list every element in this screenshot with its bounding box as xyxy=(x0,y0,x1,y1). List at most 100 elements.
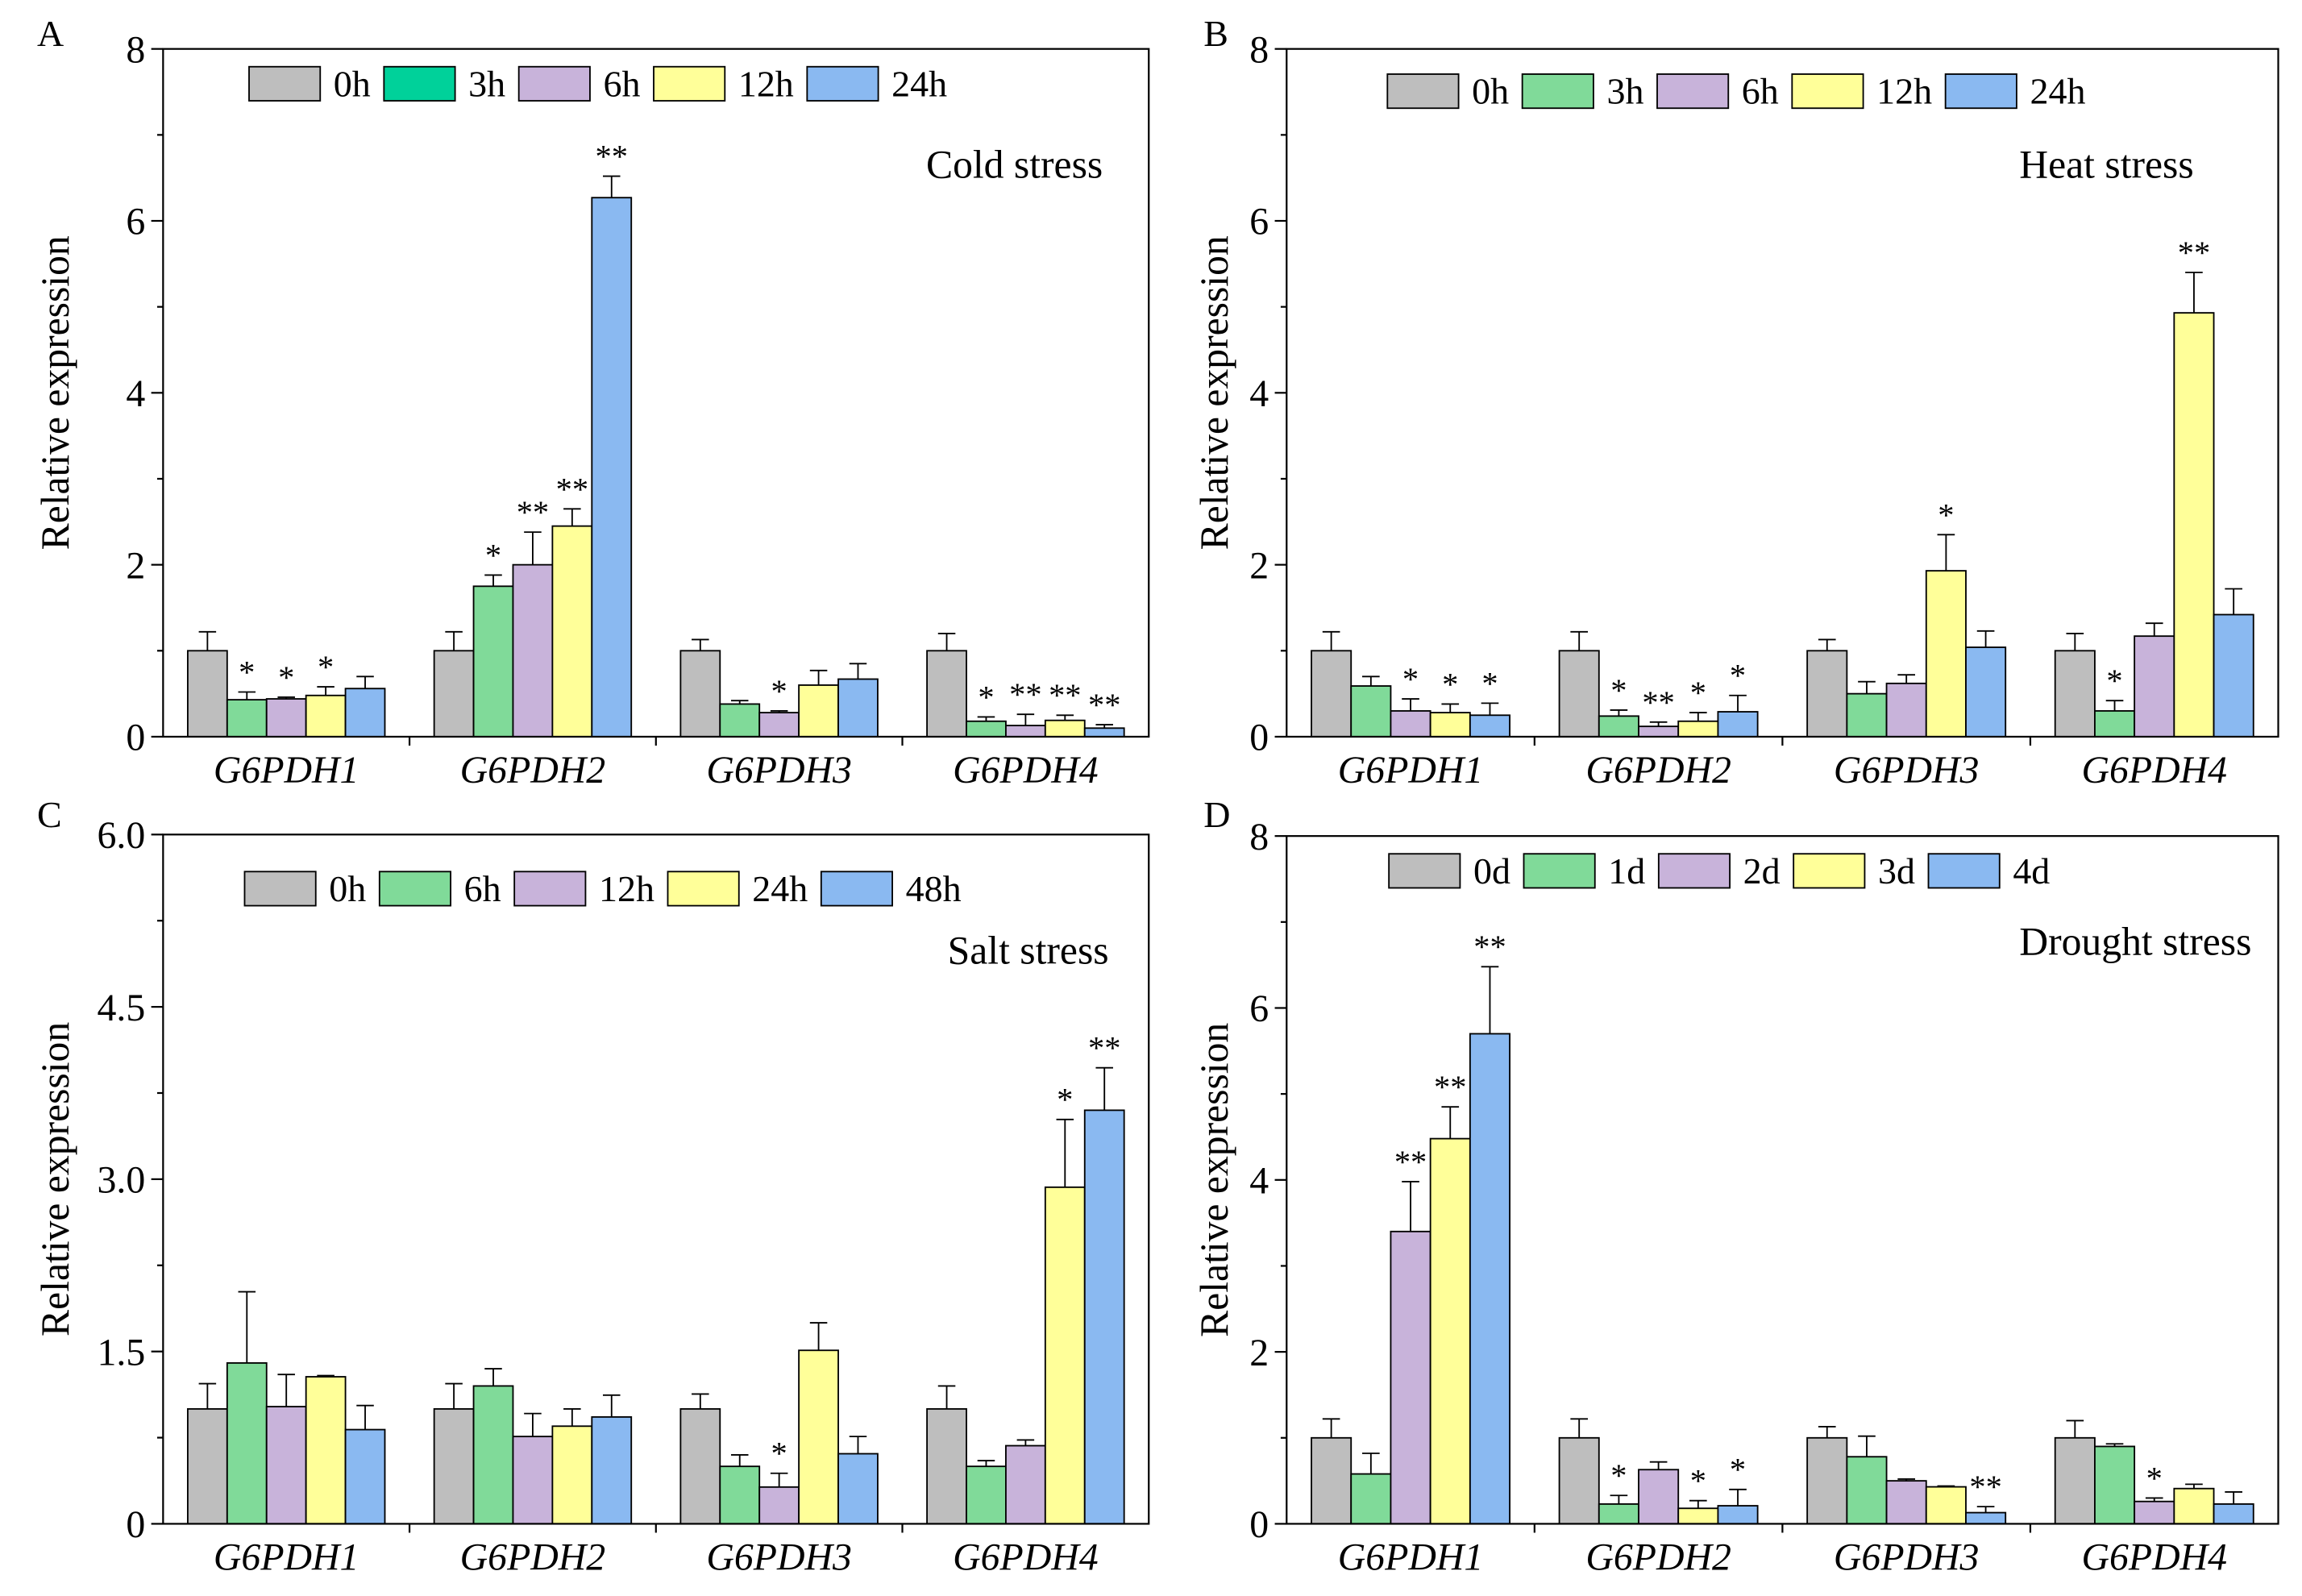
legend-swatch-0h xyxy=(1386,73,1460,110)
bar-g6pdh3-12h xyxy=(798,684,839,738)
legend: 0h 6h 12h 24h 48h xyxy=(243,868,962,909)
error-bar xyxy=(277,1374,295,1407)
bar-g6pdh2-4d xyxy=(1717,1505,1759,1525)
x-category-label: G6PDH1 xyxy=(214,1536,359,1578)
y-tick-label: 4 xyxy=(1249,372,1269,415)
bar-g6pdh3-3h xyxy=(719,703,761,738)
bar-g6pdh2-48h xyxy=(591,1415,633,1525)
x-category-label: G6PDH4 xyxy=(2081,1536,2227,1578)
bar-g6pdh3-6h xyxy=(719,1465,761,1525)
x-category-label: G6PDH3 xyxy=(1834,749,1980,792)
significance-marker: * xyxy=(485,537,501,573)
bar-g6pdh4-3d xyxy=(2173,1487,2215,1525)
significance-marker: * xyxy=(1481,665,1498,701)
y-tick-label: 8 xyxy=(1249,28,1269,71)
legend: 0h 3h 6h 12h 24h xyxy=(248,64,947,105)
bar-g6pdh1-6h xyxy=(226,1361,268,1525)
significance-marker: * xyxy=(1690,675,1706,711)
bar-g6pdh1-24h xyxy=(344,688,386,738)
significance-marker: * xyxy=(1442,666,1458,702)
y-axis-title: Relative expression xyxy=(1192,235,1236,550)
y-tick-label: 6 xyxy=(1249,201,1269,243)
error-bar xyxy=(1322,1418,1340,1438)
error-bar xyxy=(198,630,217,651)
significance-marker: * xyxy=(278,659,294,696)
error-bar xyxy=(849,1436,867,1454)
error-bar xyxy=(1689,1499,1707,1509)
significance-marker: * xyxy=(1057,1082,1073,1118)
significance-marker: ** xyxy=(596,139,628,175)
y-tick-label: 8 xyxy=(1249,816,1269,858)
significance-marker: * xyxy=(1730,658,1746,694)
bar-g6pdh1-1d xyxy=(1350,1473,1392,1525)
bar-g6pdh2-12h xyxy=(551,525,593,738)
significance-marker: ** xyxy=(1394,1144,1427,1180)
bar-g6pdh3-6h xyxy=(758,712,800,738)
error-bar xyxy=(2185,1483,2203,1489)
legend-swatch-48h xyxy=(820,871,893,907)
error-bar xyxy=(977,716,995,721)
bar-g6pdh4-12h xyxy=(1005,1444,1046,1525)
legend-label: 1d xyxy=(1608,850,1645,892)
error-bar xyxy=(1322,630,1340,651)
bar-g6pdh1-3d xyxy=(1429,1137,1471,1525)
bar-g6pdh1-0h xyxy=(1311,650,1353,738)
bar-g6pdh3-3d xyxy=(1925,1486,1967,1525)
y-axis-title: Relative expression xyxy=(33,1022,77,1336)
bar-g6pdh1-0d xyxy=(1311,1436,1353,1525)
error-bar xyxy=(1649,1461,1668,1470)
x-category-label: G6PDH3 xyxy=(1834,1536,1980,1578)
legend-label: 6h xyxy=(1742,71,1779,112)
bar-g6pdh3-24h xyxy=(1965,646,2007,738)
error-bar xyxy=(849,663,867,680)
legend-swatch-3h xyxy=(383,65,456,102)
y-tick-label: 2 xyxy=(126,544,145,587)
bar-g6pdh1-24h xyxy=(305,1376,347,1525)
error-bar xyxy=(2105,700,2124,711)
x-category-label: G6PDH3 xyxy=(706,749,852,792)
y-axis-title: Relative expression xyxy=(33,235,77,550)
legend-label: 0d xyxy=(1473,850,1510,892)
error-bar xyxy=(937,633,956,651)
error-bar xyxy=(602,175,621,198)
error-bar xyxy=(1818,1425,1836,1438)
significance-marker: * xyxy=(771,1436,787,1472)
legend-label: 0h xyxy=(329,868,366,909)
error-bar xyxy=(1858,1435,1876,1457)
stress-title: Heat stress xyxy=(2019,143,2193,187)
y-tick-label: 6 xyxy=(1249,987,1269,1030)
error-bar xyxy=(1976,1506,1995,1513)
x-category-label: G6PDH2 xyxy=(460,1536,606,1578)
error-bar xyxy=(1937,1485,1955,1487)
error-bar xyxy=(1976,630,1995,648)
bar-g6pdh1-12h xyxy=(1429,712,1471,738)
bar-g6pdh2-2d xyxy=(1638,1469,1680,1525)
legend-swatch-24h xyxy=(667,871,740,907)
error-bar xyxy=(1441,1106,1460,1139)
y-tick-label: 4 xyxy=(1249,1160,1269,1203)
significance-marker: ** xyxy=(2178,235,2210,271)
panel-letter: A xyxy=(37,13,64,54)
significance-marker: ** xyxy=(517,494,549,530)
panel-letter: D xyxy=(1203,794,1230,835)
error-bar xyxy=(445,1382,463,1409)
bar-g6pdh3-0h xyxy=(1806,650,1848,738)
bar-g6pdh4-24h xyxy=(1083,727,1125,738)
bar-g6pdh2-24h xyxy=(551,1425,593,1525)
error-bar xyxy=(1897,1478,1916,1482)
error-bar xyxy=(2145,622,2163,637)
bar-g6pdh2-3h xyxy=(1598,715,1639,738)
x-category-label: G6PDH1 xyxy=(214,749,359,792)
stress-title: Salt stress xyxy=(948,928,1109,972)
bar-g6pdh1-3h xyxy=(1350,685,1392,738)
bar-g6pdh3-0d xyxy=(1806,1436,1848,1525)
legend-label: 6h xyxy=(464,868,501,909)
error-bar xyxy=(1016,1439,1035,1446)
bar-g6pdh2-0d xyxy=(1558,1436,1600,1525)
y-tick-label: 4.5 xyxy=(98,987,146,1029)
significance-marker: ** xyxy=(1473,929,1506,965)
legend-swatch-1d xyxy=(1523,853,1596,889)
bar-g6pdh4-2d xyxy=(2134,1500,2175,1525)
error-bar xyxy=(238,1291,256,1363)
